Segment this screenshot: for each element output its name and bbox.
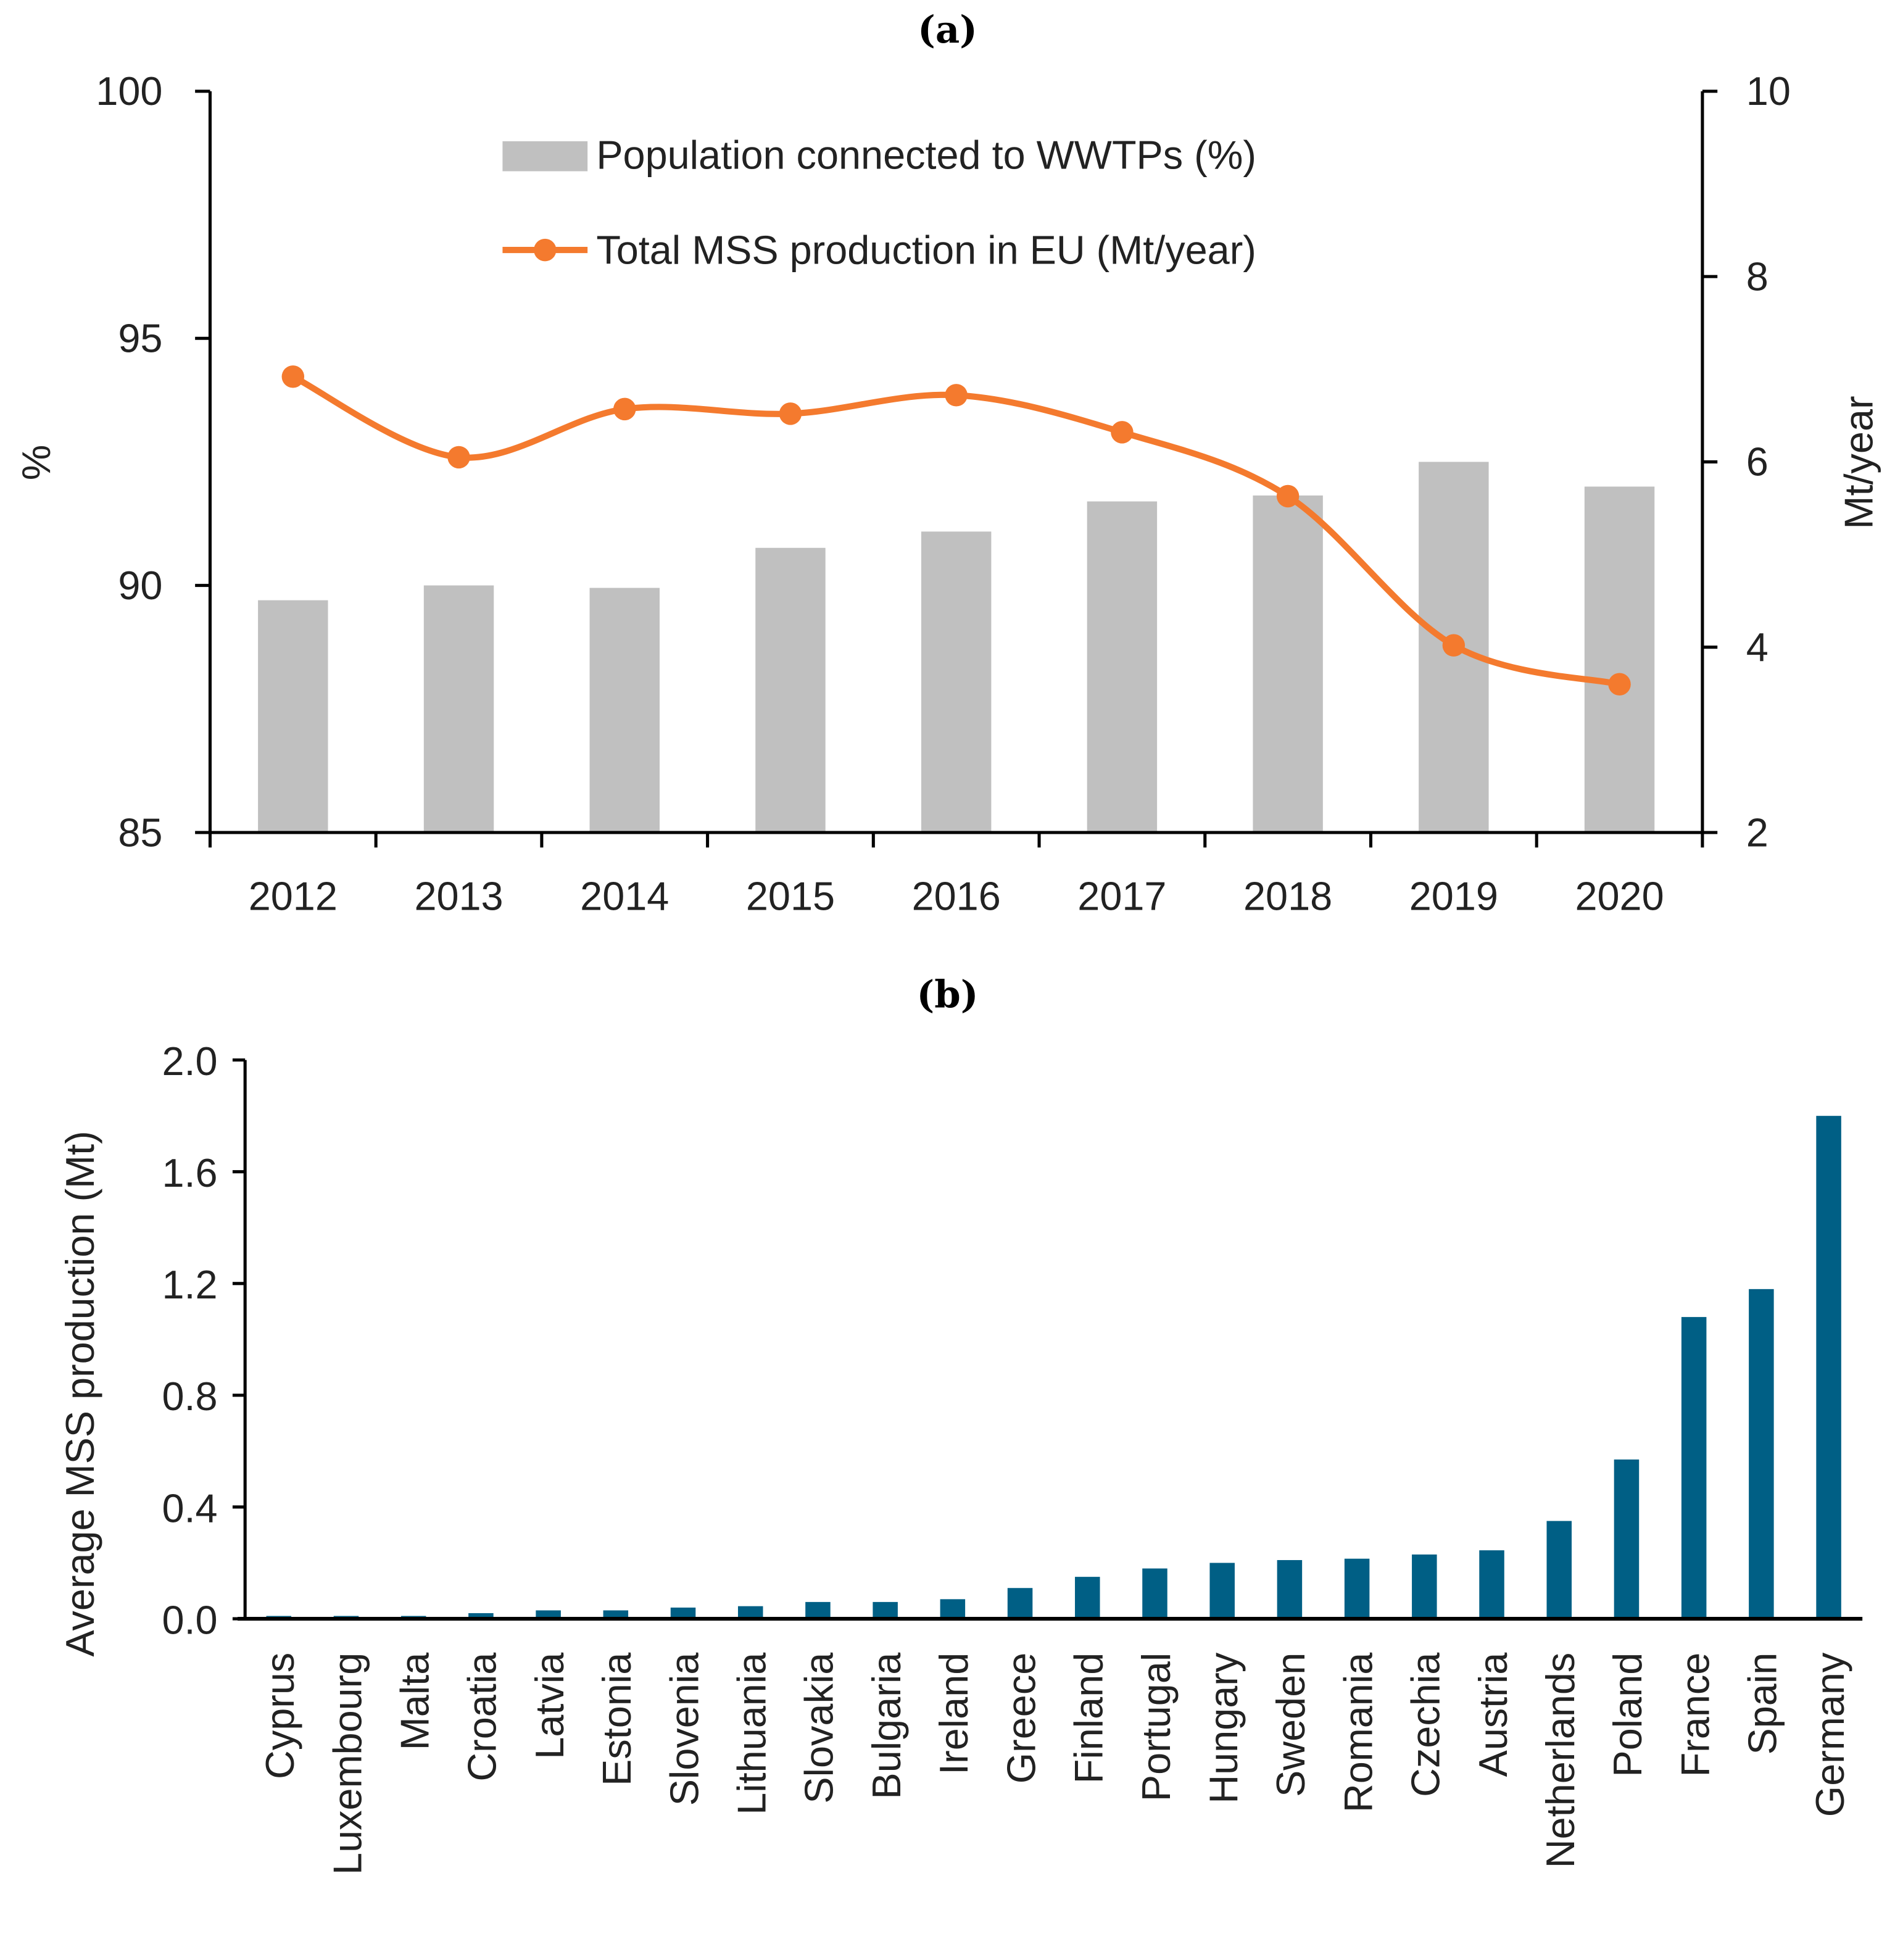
x-tick-label: Finland [1066,1653,1111,1784]
y-tick-label: 1.2 [162,1262,218,1307]
bar-Germany [1816,1116,1841,1619]
x-tick-label: Croatia [460,1652,505,1782]
bar-Latvia [536,1610,561,1619]
y-tick-label: 0.0 [162,1597,218,1642]
x-tick-label: Czechia [1403,1652,1448,1797]
y2-axis-title: Mt/year [1836,396,1881,529]
bar-Croatia [468,1613,494,1619]
bar-Austria [1479,1550,1504,1619]
x-tick-label: 2018 [1243,874,1332,919]
x-tick-label: Ireland [931,1653,976,1775]
x-tick-label: Hungary [1201,1652,1246,1804]
y-tick-label: 85 [118,810,162,855]
bar-2017 [1087,501,1158,833]
legend-line-label: Total MSS production in EU (Mt/year) [596,227,1256,272]
y-axis-title: % [14,445,59,481]
bar-2013 [423,585,494,833]
x-tick-label: Latvia [527,1652,572,1759]
y2-tick-label: 6 [1746,439,1769,484]
y-axis-title: Average MSS production (Mt) [57,1131,102,1656]
x-tick-label: Germany [1807,1652,1852,1817]
x-tick-label: 2013 [414,874,503,919]
panel-label: (b) [917,973,979,1017]
x-tick-label: 2017 [1077,874,1166,919]
bar-Slovakia [805,1601,831,1619]
y2-tick-label: 4 [1746,625,1769,670]
y-tick-label: 90 [118,563,162,608]
bar-Romania [1344,1558,1370,1619]
x-tick-label: 2012 [249,874,338,919]
bar-Portugal [1142,1568,1167,1619]
x-tick-label: 2015 [746,874,835,919]
line-point-2015 [779,402,802,425]
y-tick-label: 0.8 [162,1374,218,1419]
x-tick-label: Lithuania [729,1652,774,1815]
x-tick-label: 2014 [580,874,669,919]
x-tick-label: Luxembourg [325,1653,370,1875]
x-tick-label: Poland [1605,1653,1650,1777]
y2-tick-label: 2 [1746,810,1769,855]
y2-tick-label: 8 [1746,254,1769,299]
x-tick-label: Slovakia [797,1652,842,1804]
y-tick-label: 2.0 [162,1039,218,1084]
x-tick-label: Estonia [594,1652,639,1786]
x-tick-label: France [1672,1653,1717,1777]
bar-Sweden [1277,1559,1303,1619]
y-tick-label: 1.6 [162,1150,218,1195]
x-tick-label: Romania [1335,1652,1380,1813]
x-tick-label: Slovenia [661,1652,707,1806]
y-tick-label: 0.4 [162,1485,218,1530]
bar-2012 [258,600,328,833]
legend-bar-label: Population connected to WWTPs (%) [596,132,1256,177]
y2-tick-label: 10 [1746,69,1791,114]
bar-Hungary [1209,1563,1235,1619]
x-tick-label: Portugal [1134,1653,1179,1801]
bar-France [1681,1317,1707,1619]
bar-Poland [1614,1459,1640,1619]
bar-Czechia [1412,1554,1437,1619]
bar-Spain [1749,1289,1774,1619]
line-point-2017 [1111,421,1134,444]
bar-2014 [589,588,660,833]
bar-2016 [921,531,992,833]
bar-Bulgaria [873,1601,898,1619]
line-point-2016 [945,384,968,407]
y-tick-label: 100 [96,69,162,114]
line-point-2012 [281,365,305,388]
x-tick-label: Bulgaria [864,1652,909,1800]
bar-Lithuania [737,1606,763,1619]
bar-Slovenia [670,1607,696,1619]
x-tick-label: Greece [998,1653,1043,1784]
bar-Ireland [940,1599,966,1619]
bar-2020 [1584,486,1655,833]
bar-Netherlands [1546,1521,1572,1619]
bar-Estonia [603,1610,629,1619]
chart-b: (b) 0.0 0.4 0.8 1.2 1.6 2.0 Cyprus Luxembourg Mal… [57,973,1863,1875]
legend-line-marker [534,238,557,262]
x-tick-label: 2020 [1575,874,1664,919]
bar-2015 [755,547,826,833]
x-tick-label: 2016 [912,874,1001,919]
y-tick-label: 95 [118,316,162,361]
bar-Finland [1075,1577,1100,1619]
x-tick-label: Netherlands [1538,1653,1583,1868]
legend-bar-swatch [502,141,588,172]
line-point-2018 [1276,484,1300,508]
panel-label: (a) [918,8,977,52]
x-tick-label: Spain [1740,1653,1785,1755]
x-tick-label: Sweden [1268,1653,1313,1797]
line-point-2014 [613,397,636,421]
bar-Greece [1007,1588,1033,1619]
chart-a: (a) 85 90 95 100 2 4 6 8 10 2012 2013 2014 2015 2016 20… [14,8,1881,919]
x-tick-label: Malta [392,1652,437,1750]
line-point-2013 [447,446,470,469]
x-tick-label: Cyprus [257,1653,302,1779]
x-tick-label: Austria [1470,1652,1516,1777]
bar-2018 [1253,495,1323,833]
line-point-2019 [1442,634,1466,657]
line-point-2020 [1608,673,1631,696]
x-tick-label: 2019 [1409,874,1498,919]
